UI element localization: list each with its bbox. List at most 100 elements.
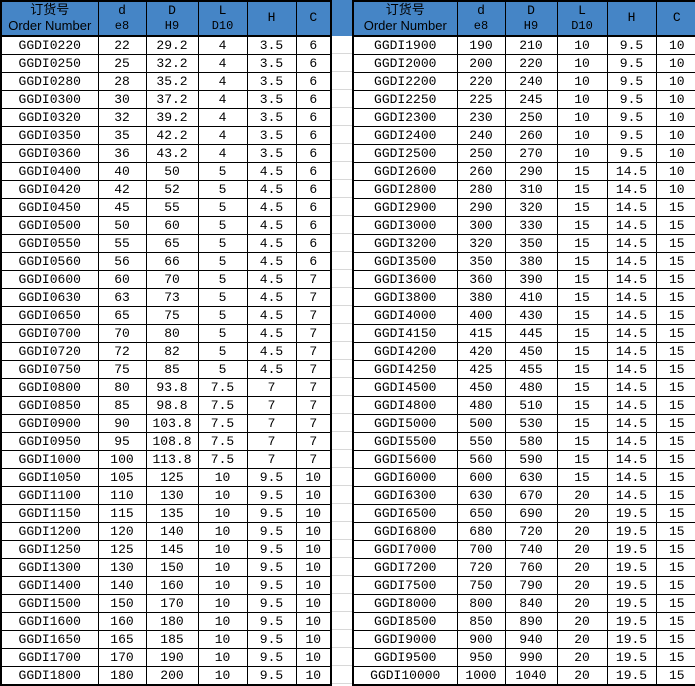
L-label: L: [218, 2, 227, 18]
spec-value-cell: 10: [655, 125, 695, 145]
right-table-body: GGDI1900 190 210 10 9.5 10 GGDI2000 200 220 10 9.5…: [352, 35, 695, 685]
spec-value-cell: 3.5: [246, 71, 297, 91]
col-header-d: d e8: [97, 0, 147, 37]
spec-value-cell: 5: [197, 305, 248, 325]
spec-value-cell: 10: [556, 107, 608, 127]
table-row: GGDI4150 415 445 15 14.5 15: [352, 323, 695, 343]
table-row: GGDI0560 56 66 5 4.5 6: [0, 251, 332, 271]
spec-value-cell: 4.5: [246, 305, 297, 325]
spec-value-cell: 14.5: [606, 359, 657, 379]
spec-value-cell: 950: [456, 647, 506, 667]
table-row: GGDI0360 36 43.2 4 3.5 6: [0, 143, 332, 163]
spec-value-cell: 90: [97, 413, 147, 433]
spec-value-cell: 4.5: [246, 179, 297, 199]
spec-value-cell: 4.5: [246, 197, 297, 217]
order-number-cell: GGDI0950: [0, 431, 99, 451]
spec-value-cell: 140: [97, 575, 147, 595]
spec-value-cell: 9.5: [606, 71, 657, 91]
spec-value-cell: 280: [456, 179, 506, 199]
spec-value-cell: 390: [504, 269, 558, 289]
table-row: GGDI2300 230 250 10 9.5 10: [352, 107, 695, 127]
order-number-cell: GGDI4250: [352, 359, 458, 379]
spec-value-cell: 7.5: [197, 413, 248, 433]
spec-value-cell: 320: [456, 233, 506, 253]
order-number-cell: GGDI4150: [352, 323, 458, 343]
spec-value-cell: 9.5: [246, 593, 297, 613]
spec-value-cell: 10: [556, 53, 608, 73]
table-row: GGDI0250 25 32.2 4 3.5 6: [0, 53, 332, 73]
spec-value-cell: 10: [197, 539, 248, 559]
spec-value-cell: 9.5: [246, 611, 297, 631]
spec-value-cell: 85: [145, 359, 199, 379]
table-row: GGDI1400 140 160 10 9.5 10: [0, 575, 332, 595]
spec-value-cell: 5: [197, 341, 248, 361]
spec-value-cell: 400: [456, 305, 506, 325]
spec-value-cell: 15: [556, 413, 608, 433]
spec-value-cell: 4.5: [246, 287, 297, 307]
spec-value-cell: 56: [97, 251, 147, 271]
spec-value-cell: 350: [456, 251, 506, 271]
spec-value-cell: 650: [456, 503, 506, 523]
order-number-cell: GGDI2600: [352, 161, 458, 181]
table-row: GGDI4250 425 455 15 14.5 15: [352, 359, 695, 379]
spec-value-cell: 10: [295, 611, 332, 631]
spec-value-cell: 15: [655, 251, 695, 271]
spec-value-cell: 14.5: [606, 287, 657, 307]
order-number-cell: GGDI0550: [0, 233, 99, 253]
spec-value-cell: 670: [504, 485, 558, 505]
spec-value-cell: 85: [97, 395, 147, 415]
table-row: GGDI1250 125 145 10 9.5 10: [0, 539, 332, 559]
table-row: GGDI7000 700 740 20 19.5 15: [352, 539, 695, 559]
spec-value-cell: 20: [556, 647, 608, 667]
spec-value-cell: 10: [197, 557, 248, 577]
spec-value-cell: 9.5: [246, 485, 297, 505]
spec-value-cell: 15: [655, 215, 695, 235]
spec-value-cell: 200: [456, 53, 506, 73]
spec-value-cell: 4: [197, 107, 248, 127]
spec-value-cell: 15: [655, 341, 695, 361]
spec-value-cell: 4.5: [246, 341, 297, 361]
order-number-cell: GGDI5000: [352, 413, 458, 433]
spec-value-cell: 55: [145, 197, 199, 217]
spec-value-cell: 9.5: [246, 647, 297, 667]
spec-value-cell: 19.5: [606, 575, 657, 595]
col-header-d: d e8: [456, 0, 506, 37]
spec-value-cell: 6: [295, 179, 332, 199]
table-row: GGDI1000 100 113.8 7.5 7 7: [0, 449, 332, 469]
spec-value-cell: 80: [97, 377, 147, 397]
L-label: L: [578, 2, 586, 18]
spec-value-cell: 7: [246, 449, 297, 469]
spec-value-cell: 55: [97, 233, 147, 253]
spec-value-cell: 9.5: [606, 89, 657, 109]
spec-value-cell: 10: [295, 485, 332, 505]
order-number-cell: GGDI2800: [352, 179, 458, 199]
spec-value-cell: 10: [655, 161, 695, 181]
order-number-cell: GGDI1300: [0, 557, 99, 577]
spec-value-cell: 140: [145, 521, 199, 541]
spec-value-cell: 15: [655, 413, 695, 433]
spec-value-cell: 330: [504, 215, 558, 235]
spec-value-cell: 690: [504, 503, 558, 523]
spec-value-cell: 380: [504, 251, 558, 271]
spec-value-cell: 130: [145, 485, 199, 505]
table-row: GGDI1600 160 180 10 9.5 10: [0, 611, 332, 631]
col-header-C: C: [295, 0, 332, 37]
table-row: GGDI5500 550 580 15 14.5 15: [352, 431, 695, 451]
spec-value-cell: 225: [456, 89, 506, 109]
order-number-cell: GGDI2300: [352, 107, 458, 127]
spec-value-cell: 190: [456, 35, 506, 55]
order-number-cell: GGDI0250: [0, 53, 99, 73]
spec-value-cell: 850: [456, 611, 506, 631]
spec-value-cell: 15: [655, 377, 695, 397]
spec-value-cell: 560: [456, 449, 506, 469]
spec-value-cell: 300: [456, 215, 506, 235]
spec-value-cell: 190: [145, 647, 199, 667]
spec-value-cell: 15: [655, 611, 695, 631]
spec-value-cell: 10: [197, 611, 248, 631]
spec-value-cell: 14.5: [606, 197, 657, 217]
order-number-cell: GGDI1400: [0, 575, 99, 595]
spec-value-cell: 480: [456, 395, 506, 415]
spec-value-cell: 415: [456, 323, 506, 343]
D-label: D: [527, 2, 535, 18]
table-row: GGDI0300 30 37.2 4 3.5 6: [0, 89, 332, 109]
